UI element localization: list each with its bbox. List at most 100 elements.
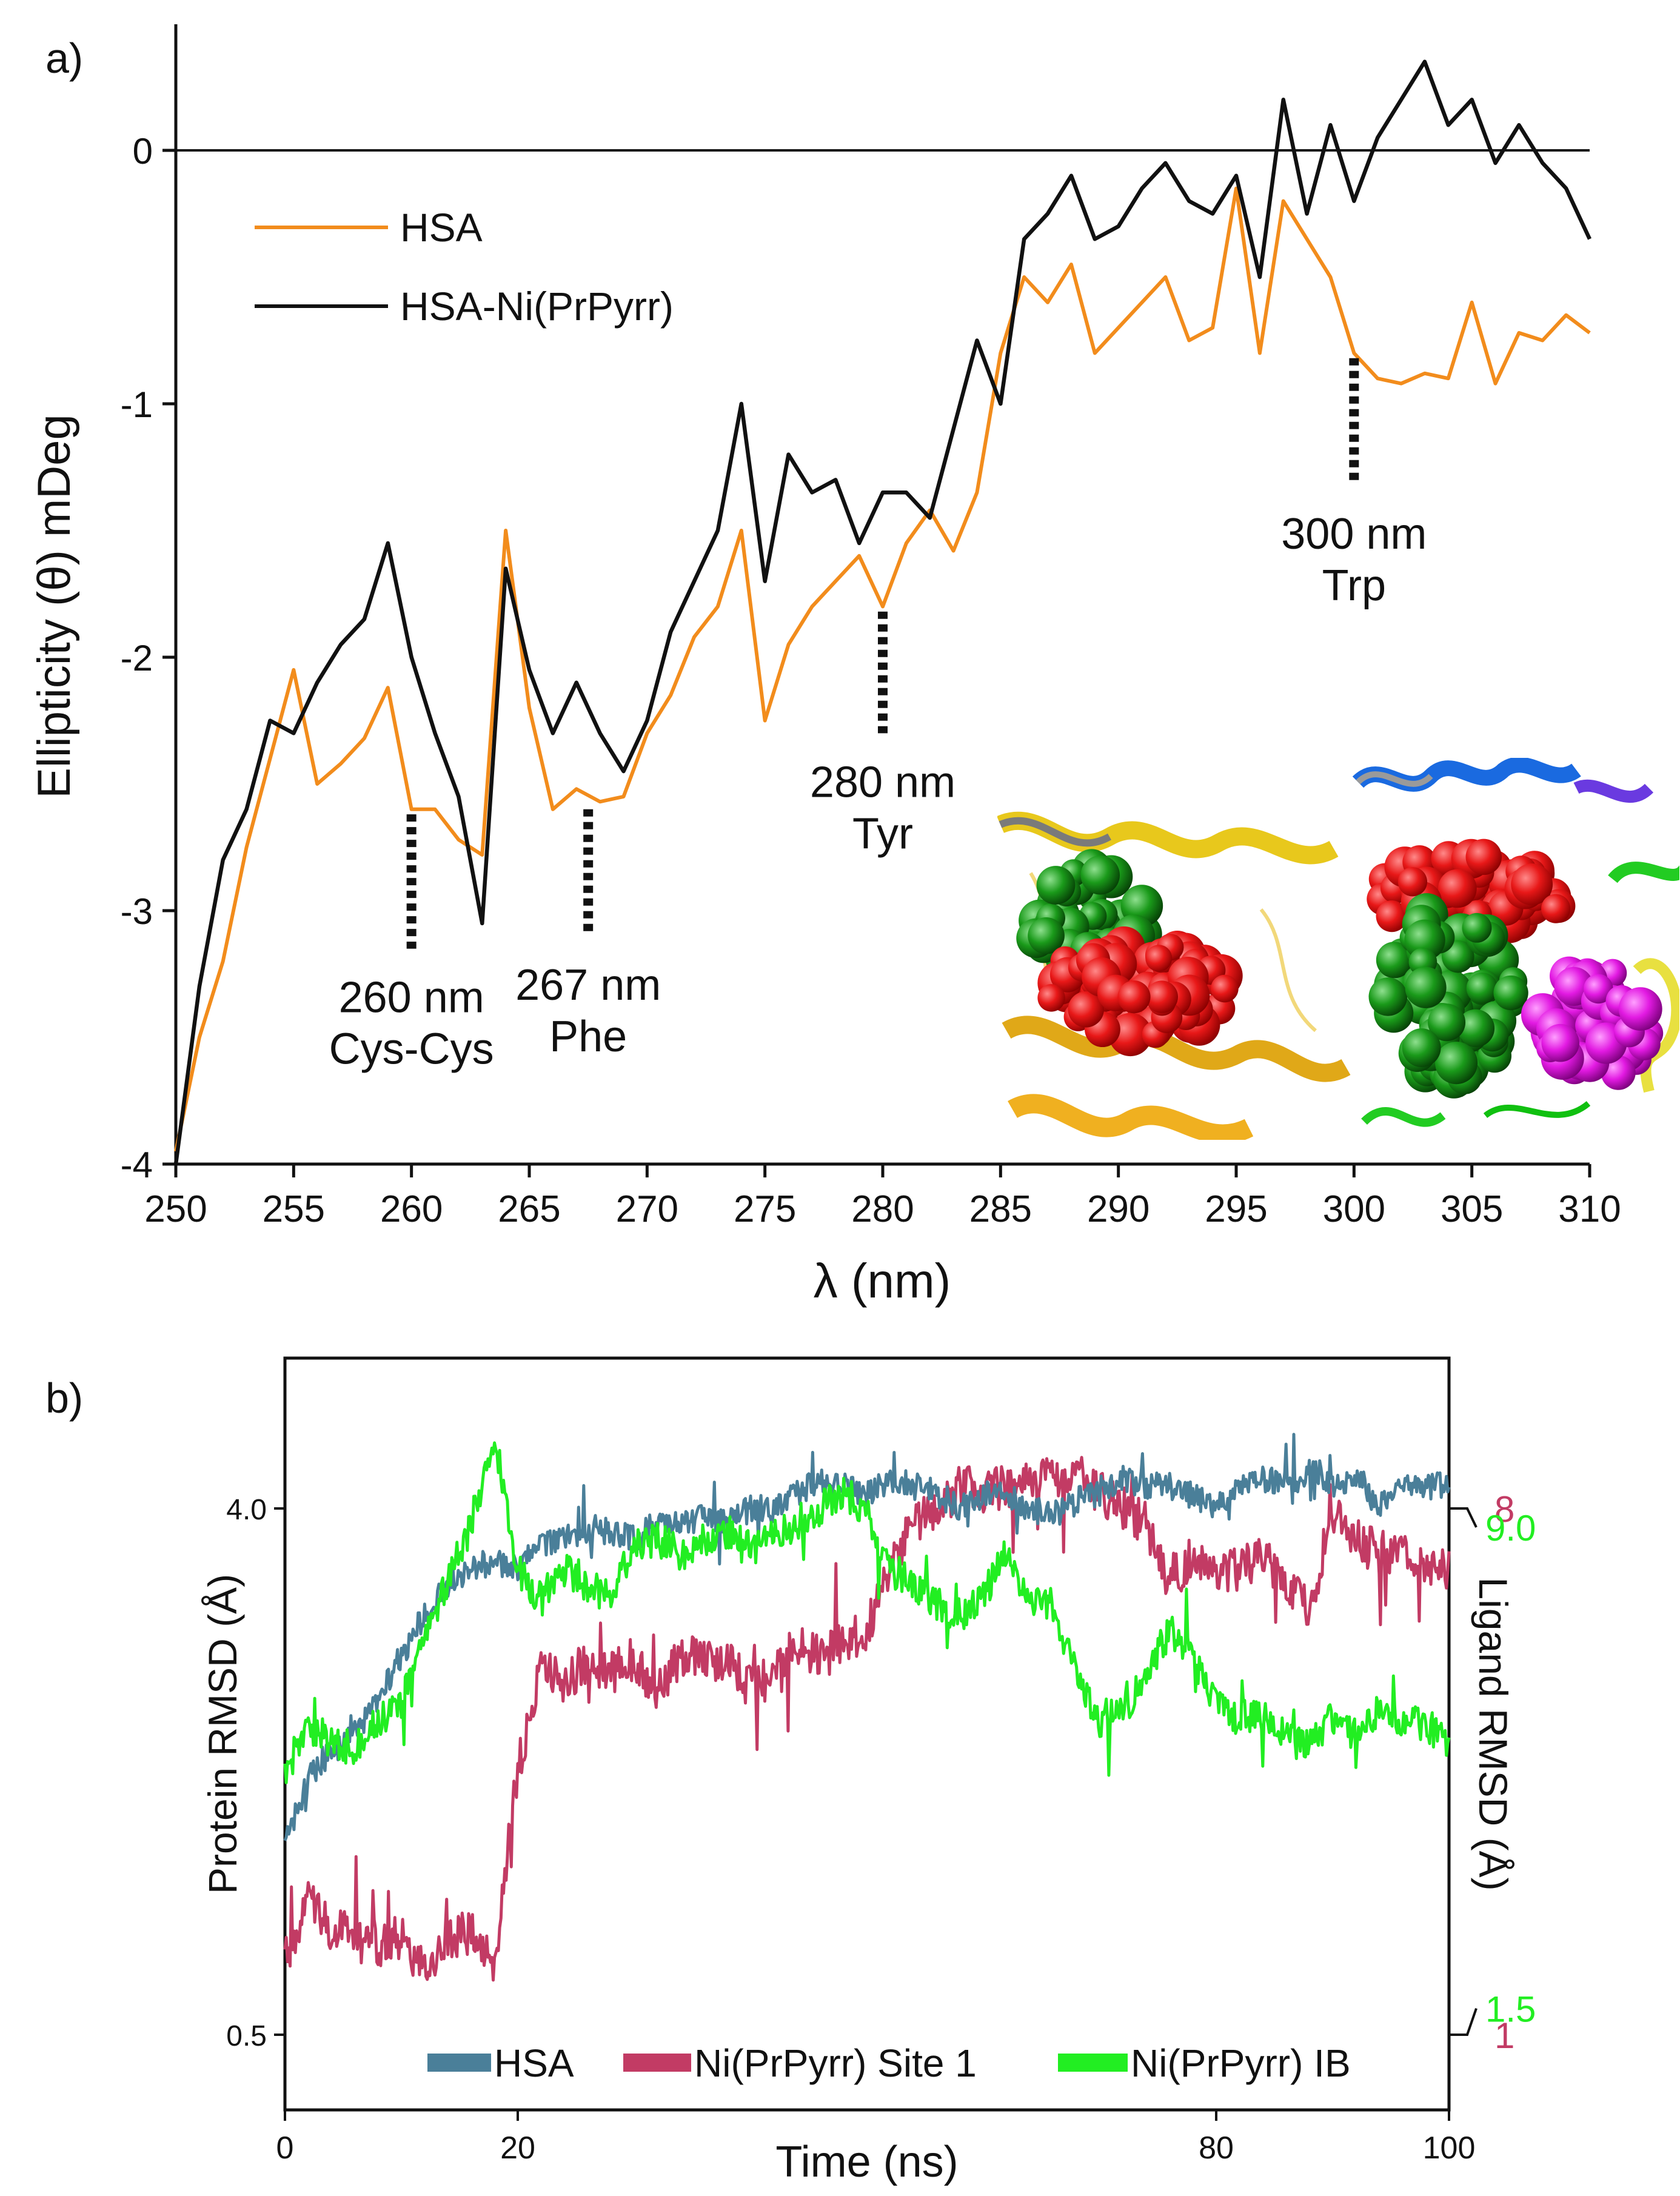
ligand-atom <box>1405 966 1447 1008</box>
coil-ribbon-green <box>1483 1101 1591 1119</box>
annotation-300nm-wavelength: 300 nm <box>1281 510 1427 558</box>
ligand-atom <box>1404 919 1445 961</box>
ligand-atom <box>1402 1028 1441 1068</box>
right-tick-leader <box>1449 2007 1478 2036</box>
series-line-site1 <box>283 1456 1451 1982</box>
panel-a-ellipticity-chart: a) 250 255 260 265 270 275 280 285 290 295 300 305 3… <box>28 24 1679 1308</box>
right-tick-label: 1.5 <box>1485 1989 1536 2030</box>
ligand-atom <box>1541 1023 1579 1062</box>
panel-a-x-ticks: 250 255 260 265 270 275 280 285 290 295 300 305 310 <box>144 1164 1621 1230</box>
annotation-280nm-wavelength: 280 nm <box>810 758 955 806</box>
legend-label-hsa: HSA <box>494 2041 574 2085</box>
annotation-300nm-residue: Trp <box>1322 561 1386 610</box>
series-line-ib <box>283 1441 1451 1784</box>
ligand-atom <box>1068 991 1104 1028</box>
y-tick-label: -1 <box>121 384 153 425</box>
coil-ribbon-green <box>1361 1107 1446 1127</box>
ligand-atom <box>1108 1013 1153 1057</box>
x-tick-label: 265 <box>498 1188 560 1230</box>
right-tick-leader <box>1449 1507 1478 1528</box>
panel-b-rmsd-chart: b) 0 20 80 100 4.0 0.5 89.0 1.51 HSA Ni(PrPyr… <box>45 1356 1536 2186</box>
panel-a-y-ticks: 0 -1 -2 -3 -4 <box>121 131 176 1185</box>
x-tick-label: 100 <box>1423 2131 1476 2166</box>
panel-a-label: a) <box>45 35 83 82</box>
x-tick-label: 275 <box>734 1188 796 1230</box>
ligand-atom <box>1618 987 1662 1031</box>
ligand-atom <box>1368 977 1408 1016</box>
ligand-magenta <box>1521 956 1664 1090</box>
right-tick-label: 9.0 <box>1485 1508 1536 1548</box>
helix-ribbon-edge <box>1356 771 1433 787</box>
ligand-atom <box>1037 984 1065 1012</box>
ligand-atom <box>1601 1055 1636 1090</box>
ligand-atom <box>1376 900 1408 932</box>
ligand-atom <box>1456 1009 1495 1048</box>
right-tick-label: 1 <box>1494 2015 1514 2056</box>
x-tick-label: 300 <box>1323 1188 1385 1230</box>
ligand-atom <box>1541 894 1571 923</box>
legend-label-ib: Ni(PrPyrr) IB <box>1131 2041 1351 2085</box>
ligand-atom <box>1145 980 1179 1013</box>
annotation-260nm-wavelength: 260 nm <box>339 974 484 1022</box>
ligand-atom <box>1462 912 1492 943</box>
coil-ribbon <box>1259 908 1317 1033</box>
x-tick-label: 305 <box>1441 1188 1503 1230</box>
left-tick-label: 0.5 <box>226 2020 267 2052</box>
annotation-267nm-residue: Phe <box>549 1013 627 1061</box>
y-tick-label: -3 <box>121 891 153 932</box>
series-line-hsa-ni <box>173 59 1591 1165</box>
ligand-atom <box>1376 942 1413 979</box>
right-tick-label: 8 <box>1494 1489 1514 1530</box>
helix-ribbon <box>1008 1094 1254 1140</box>
helix-ribbon-edge <box>999 817 1111 847</box>
ligand-atom <box>1437 869 1477 908</box>
ligand-atom <box>1028 917 1065 954</box>
panel-b-series <box>283 1433 1451 1982</box>
ligand-atom <box>1036 866 1076 905</box>
panel-a-x-axis-label: λ (nm) <box>814 1254 951 1308</box>
x-tick-label: 0 <box>276 2131 294 2166</box>
left-tick-label: 4.0 <box>226 1494 267 1526</box>
x-tick-label: 250 <box>144 1188 207 1230</box>
x-tick-label: 255 <box>263 1188 325 1230</box>
legend-label-hsa: HSA <box>400 205 483 250</box>
x-tick-label: 260 <box>380 1188 443 1230</box>
panel-a-legend: HSA HSA-Ni(PrPyrr) <box>255 205 674 329</box>
ligand-atom <box>1117 980 1151 1014</box>
x-tick-label: 295 <box>1205 1188 1267 1230</box>
panel-b-left-axis-label: Protein RMSD (Å) <box>200 1574 245 1894</box>
helix-ribbon-purple <box>1573 779 1654 803</box>
protein-structure-inset <box>997 758 1679 1140</box>
ligand-atom <box>1434 1042 1478 1085</box>
ligand-atom <box>1211 974 1239 1003</box>
panel-b-label: b) <box>45 1374 83 1422</box>
x-tick-label: 270 <box>616 1188 678 1230</box>
x-tick-label: 285 <box>969 1188 1032 1230</box>
ligand-atom <box>1583 974 1613 1004</box>
panel-b-legend: HSA Ni(PrPyrr) Site 1 Ni(PrPyrr) IB <box>427 2041 1351 2085</box>
panel-b-right-ticks: 89.0 1.51 <box>1449 1489 1536 2056</box>
annotation-280nm-residue: Tyr <box>852 809 913 858</box>
ligand-atom <box>1493 975 1528 1011</box>
panel-b-x-axis-label: Time (ns) <box>775 2138 958 2186</box>
ligand-atom <box>1397 867 1428 897</box>
x-tick-label: 280 <box>851 1188 914 1230</box>
x-tick-label: 290 <box>1087 1188 1150 1230</box>
y-tick-label: -2 <box>121 638 153 678</box>
ligand-atom <box>1428 1003 1466 1042</box>
y-tick-label: 0 <box>133 131 153 172</box>
ligand-atom <box>1466 972 1498 1004</box>
ligand-atom <box>1465 839 1502 875</box>
panel-a-series <box>173 59 1591 1165</box>
panel-b-x-ticks: 0 20 80 100 <box>276 2110 1476 2166</box>
legend-label-site1: Ni(PrPyrr) Site 1 <box>694 2041 977 2085</box>
panel-b-left-ticks: 4.0 0.5 <box>226 1494 285 2052</box>
panel-b-frame <box>283 1356 1451 2112</box>
x-tick-label: 80 <box>1199 2131 1234 2166</box>
ligand-atom <box>1145 945 1173 972</box>
panel-b-right-axis-label: Ligand RMSD (Å) <box>1471 1577 1516 1890</box>
helix-ribbon-green <box>1608 862 1679 883</box>
x-tick-label: 20 <box>500 2131 535 2166</box>
panel-a-y-axis-label: Ellipticity (θ) mDeg <box>28 414 80 798</box>
